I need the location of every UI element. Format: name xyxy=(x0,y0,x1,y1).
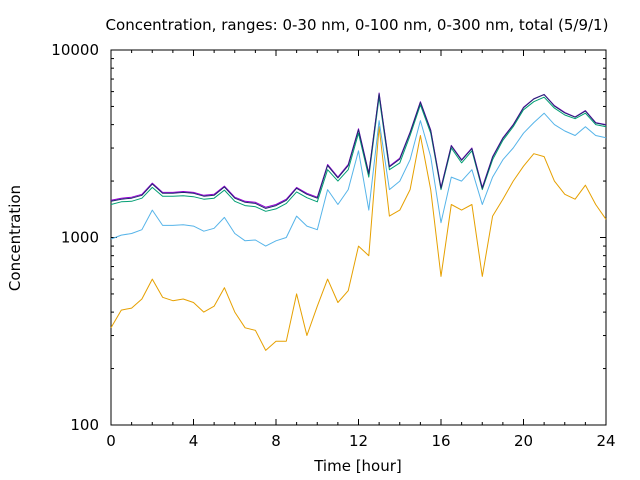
x-tick-label: 4 xyxy=(189,432,199,450)
axis-ticks xyxy=(110,50,607,426)
y-tick-label: 10000 xyxy=(51,41,99,59)
x-axis-label: Time [hour] xyxy=(313,457,402,475)
series-line-3 xyxy=(110,96,607,212)
y-tick-labels: 100 1000 10000 xyxy=(51,41,99,434)
series-line-4 xyxy=(110,92,607,208)
x-tick-label: 12 xyxy=(349,432,368,450)
x-tick-label: 8 xyxy=(271,432,281,450)
x-tick-label: 24 xyxy=(596,432,615,450)
chart-title: Concentration, ranges: 0-30 nm, 0-100 nm… xyxy=(106,16,609,34)
y-tick-label: 1000 xyxy=(61,229,99,247)
x-tick-label: 16 xyxy=(431,432,450,450)
series-line-1 xyxy=(110,126,607,351)
series-lines xyxy=(110,92,607,351)
series-line-2 xyxy=(110,112,607,247)
x-tick-label: 20 xyxy=(514,432,533,450)
x-tick-label: 0 xyxy=(106,432,116,450)
plot-frame xyxy=(110,49,607,426)
y-axis-label: Concentration xyxy=(6,185,24,291)
series-line-5 xyxy=(110,93,607,209)
y-tick-label: 100 xyxy=(70,416,99,434)
x-tick-labels: 0 4 8 12 16 20 24 xyxy=(106,432,615,450)
